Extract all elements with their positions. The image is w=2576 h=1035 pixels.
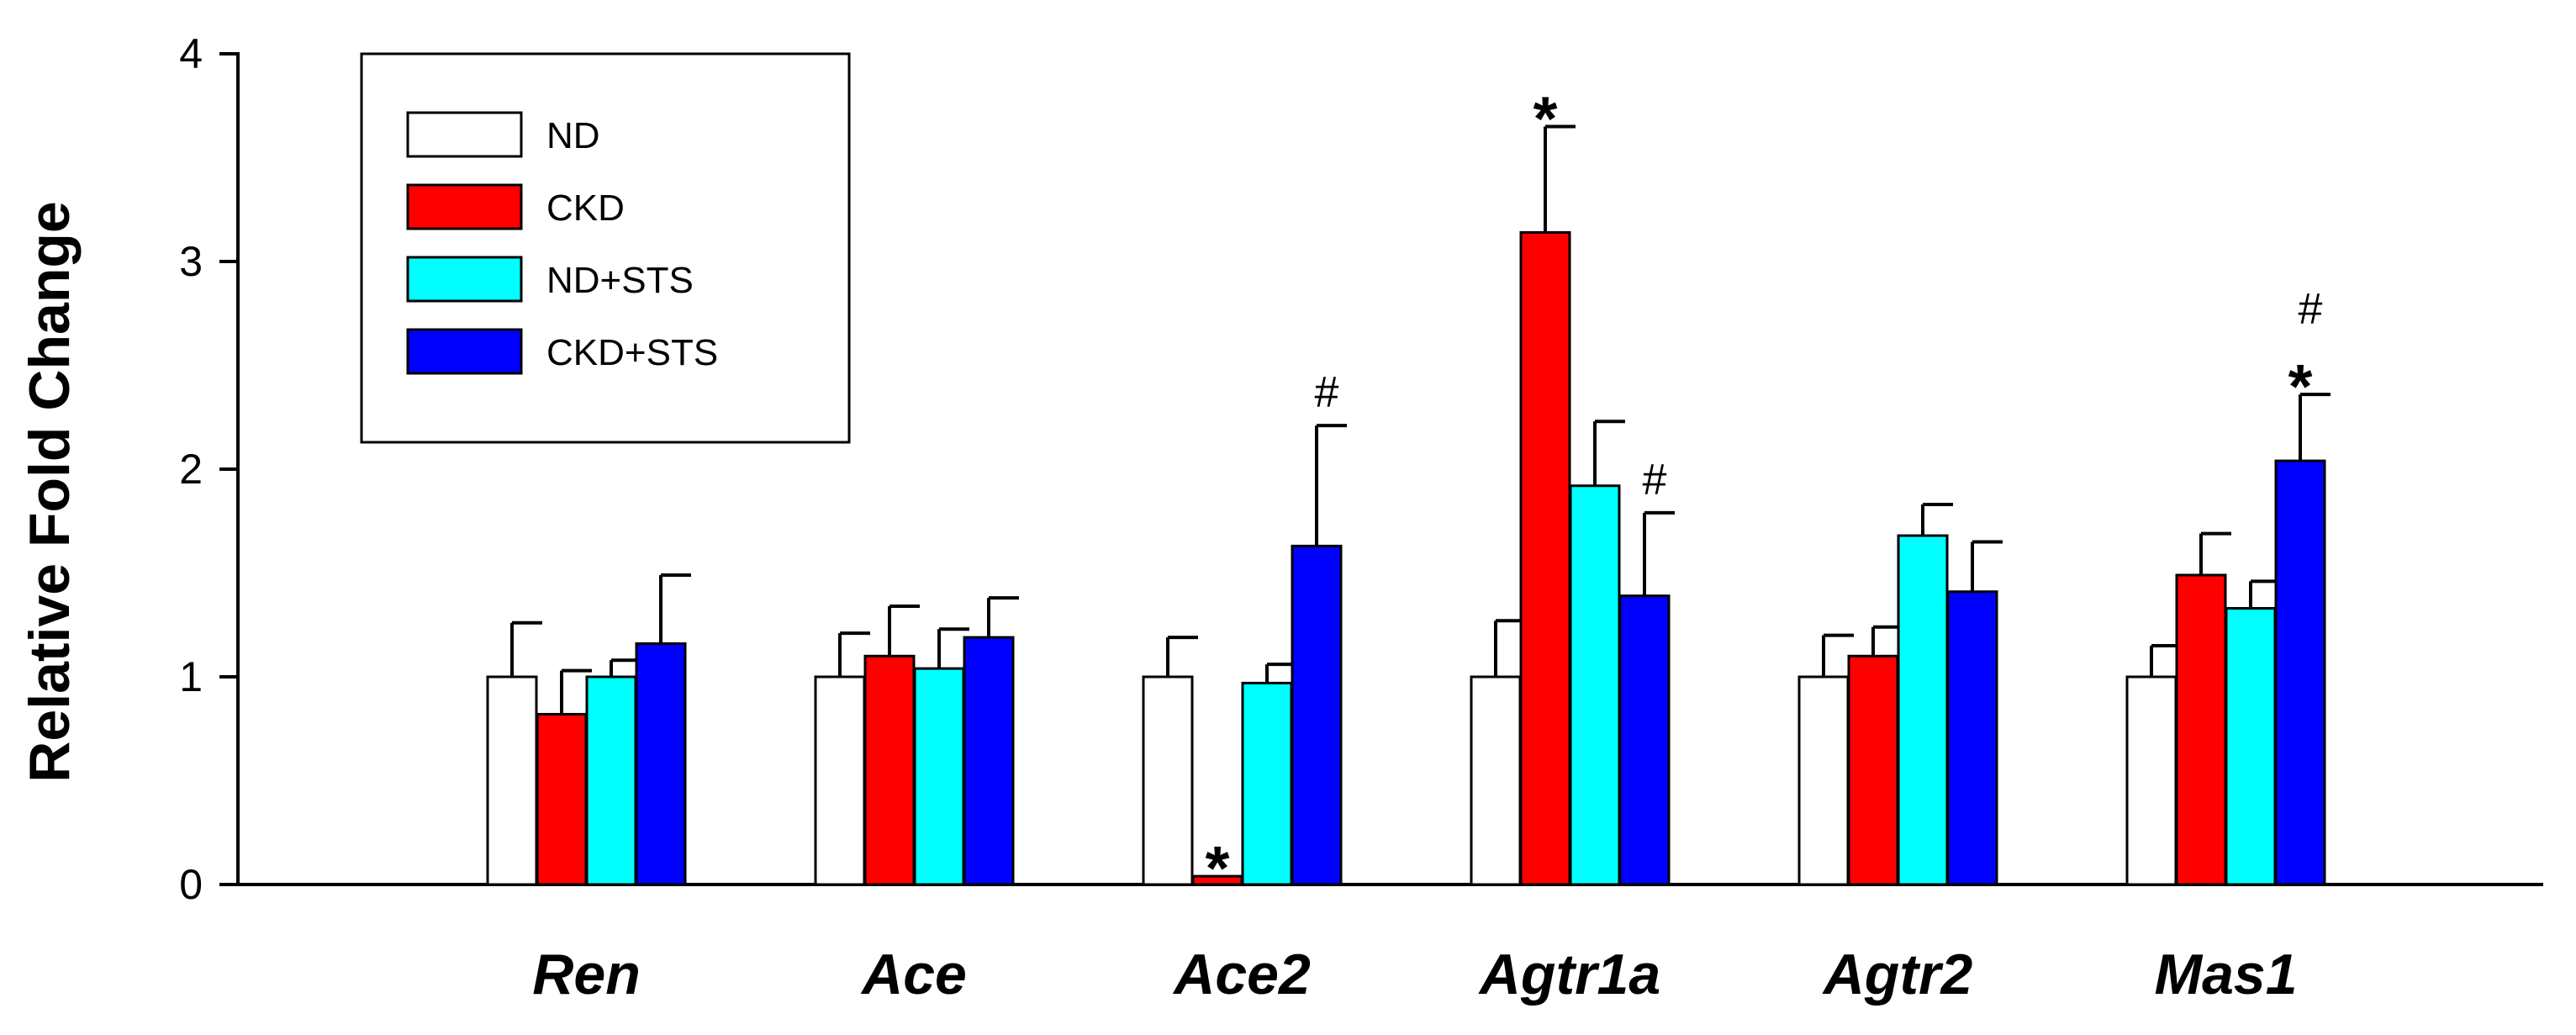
significance-hash: # [1315,368,1339,417]
bar [2125,675,2177,886]
bar [536,712,588,886]
x-category-label: Mas1 [2154,943,2297,1006]
x-category-label: Ace [860,943,967,1006]
y-tick-label: 0 [179,861,203,908]
legend-swatch [406,183,523,230]
significance-hash: # [2299,285,2323,334]
y-tick-label: 2 [179,446,203,493]
bar [1470,675,1522,886]
legend: ND CKD ND+STS CKD+STS [360,52,851,444]
significance-star: * [1533,83,1558,153]
x-category-label: Agtr1a [1478,943,1660,1006]
bar [1291,544,1343,886]
significance-star: * [1206,833,1230,903]
bars [486,124,2331,886]
legend-swatch [406,328,523,375]
bar [585,675,637,886]
bar [1847,654,1899,886]
bar [2225,606,2277,886]
y-tick-label: 1 [179,653,203,700]
bar [1569,484,1621,886]
legend-label: CKD [546,187,625,229]
bar [2274,459,2326,886]
legend-swatch [406,256,523,303]
bar [913,667,965,886]
bar [1946,590,1998,886]
bar [1897,534,1949,886]
significance-annotations: * # * # * # [1206,83,2323,903]
bar [863,654,916,886]
bar [1797,675,1850,886]
bar [1618,594,1671,886]
legend-label: ND [546,115,600,156]
x-category-label: Ace2 [1172,943,1311,1006]
bar [1142,675,1194,886]
legend-label: ND+STS [546,260,694,301]
bar [1241,681,1293,886]
bar [963,636,1015,886]
significance-star: * [2288,351,2313,421]
x-category-label: Agtr2 [1822,943,1973,1006]
bar [2175,573,2227,886]
bar [1519,230,1571,886]
significance-hash: # [1643,456,1667,504]
y-axis-title: Relative Fold Change [18,201,82,782]
x-category-label: Ren [532,943,640,1006]
y-tick-label: 4 [179,30,203,77]
bar [635,642,687,886]
legend-label: CKD+STS [546,332,718,373]
legend-swatch [406,111,523,158]
y-tick-label: 3 [179,238,203,285]
bar [814,675,866,886]
axes: 0 1 2 3 4 Ren Ace Ace2 Agtr1a Agtr2 Mas1 [179,30,2543,1006]
bar [486,675,538,886]
